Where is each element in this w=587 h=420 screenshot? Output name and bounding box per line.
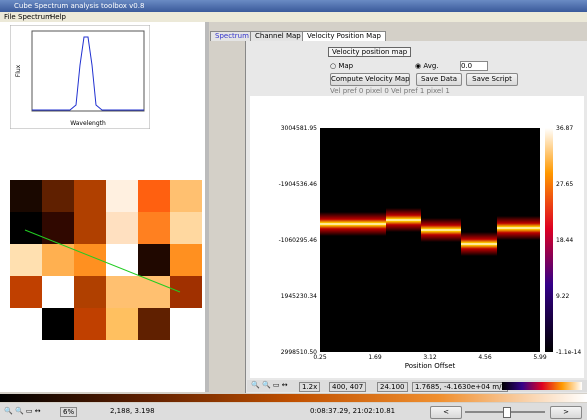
velocity-map: Position Offset 3004581.95 -1904536.46 -10… [250,96,584,378]
image-pixel [106,212,138,244]
image-pixel [170,180,202,212]
button[interactable]: Save Script [466,73,518,86]
panel-heading: Velocity position map [328,47,411,57]
image-pixel [42,180,74,212]
y-tick-label: -1060295.46 [279,237,318,244]
tab[interactable]: Velocity Position Map [302,31,386,41]
y-label: Flux [15,64,22,77]
cube-image [10,180,202,342]
world-coords: 1.7685, -4.1630e+04 m/s [412,382,508,392]
image-pixel [170,308,202,340]
image-pixel [138,212,170,244]
app-window: {"window": {"title": "Cube Spectrum anal… [0,0,587,420]
image-pixel [10,276,42,308]
tab[interactable]: Spectrum [210,31,254,41]
image-pixel [170,244,202,276]
colorbar-tick-label: -1.1e-14 [556,349,581,356]
colormap-strip [0,394,587,402]
colorbar-tick-label: 36.87 [556,125,573,132]
colormap [502,382,582,390]
y-tick-label: 3004581.95 [281,125,317,132]
x-tick-label: 5.99 [533,354,547,361]
image-pixel [138,308,170,340]
image-pixel [74,308,106,340]
world-coords: 0:08:37.29, 21:02:10.81 [310,407,395,415]
image-pixel [74,212,106,244]
image-pixel [106,180,138,212]
radio[interactable]: ○ Map [330,62,353,70]
x-label: Position Offset [405,362,456,370]
y-tick-label: 1945230.34 [281,293,317,300]
x-label: Wavelength [70,120,106,127]
value: 24.100 [377,382,408,392]
image-pixel [74,180,106,212]
scroll-right[interactable]: > [550,406,582,419]
tab[interactable]: Channel Map [250,31,306,41]
zoom-buttons[interactable]: 🔍 🔍 ▭ ↔ [251,381,288,389]
menu-bar: File Spectrum Help [0,12,587,22]
image-pixel [10,212,42,244]
radio-label: Avg. [423,62,438,70]
image-pixel [138,180,170,212]
text-field[interactable]: 0.0 [460,61,488,71]
spectrum-thumbnail: Flux Wavelength [10,25,150,129]
image-pixel [138,244,170,276]
image-pixel [170,212,202,244]
status-text: Vel pref 0 pixel 0 Vel pref 1 pixel 1 [330,87,450,95]
plot-status-bar: 🔍 🔍 ▭ ↔ 1.2x 400, 407 24.100 1.7685, -4.… [247,380,587,392]
scroll-left[interactable]: < [430,406,462,419]
title-bar: Cube Spectrum analysis toolbox v0.8 [0,0,587,12]
image-pixel [42,244,74,276]
slider-thumb[interactable] [503,407,511,418]
image-pixel [42,276,74,308]
footer-bar: 🔍 🔍 ▭ ↔ 6% 2,188, 3.198 0:08:37.29, 21:0… [0,403,587,420]
colorbar-tick-label: 27.65 [556,181,573,188]
coords: 400, 407 [329,382,366,392]
image-pixel [106,308,138,340]
y-tick-label: -1904536.46 [279,181,318,188]
radio-label: Map [338,62,353,70]
image-pixel [170,276,202,308]
image-pixel [10,308,42,340]
image-pixel [106,244,138,276]
colorbar-tick-label: 18.44 [556,237,573,244]
image-pixel [138,276,170,308]
window-title: Cube Spectrum analysis toolbox v0.8 [14,2,144,10]
x-tick-label: 4.56 [478,354,492,361]
menu-item[interactable]: File [4,13,16,21]
x-tick-label: 3.12 [423,354,437,361]
x-tick-label: 1.69 [368,354,382,361]
image-pixel [10,180,42,212]
image-pixel [106,276,138,308]
button[interactable]: Save Data [416,73,462,86]
y-tick-label: 2998510.50 [281,349,317,356]
image-pixel [42,308,74,340]
x-tick-label: 0.25 [313,354,327,361]
zoom: 1.2x [299,382,320,392]
menu-item[interactable]: Spectrum [18,13,52,21]
zoom: 6% [60,407,77,417]
image-pixel [10,244,42,276]
image-pixel [74,276,106,308]
menu-item[interactable]: Help [50,13,66,21]
radio[interactable]: ◉ Avg. [415,62,439,70]
splitter [205,22,209,392]
coords: 2,188, 3.198 [110,407,155,415]
zoom-buttons[interactable]: 🔍 🔍 ▭ ↔ [4,407,41,415]
colorbar-tick-label: 9.22 [556,293,570,300]
button[interactable]: Compute Velocity Map [330,73,410,86]
